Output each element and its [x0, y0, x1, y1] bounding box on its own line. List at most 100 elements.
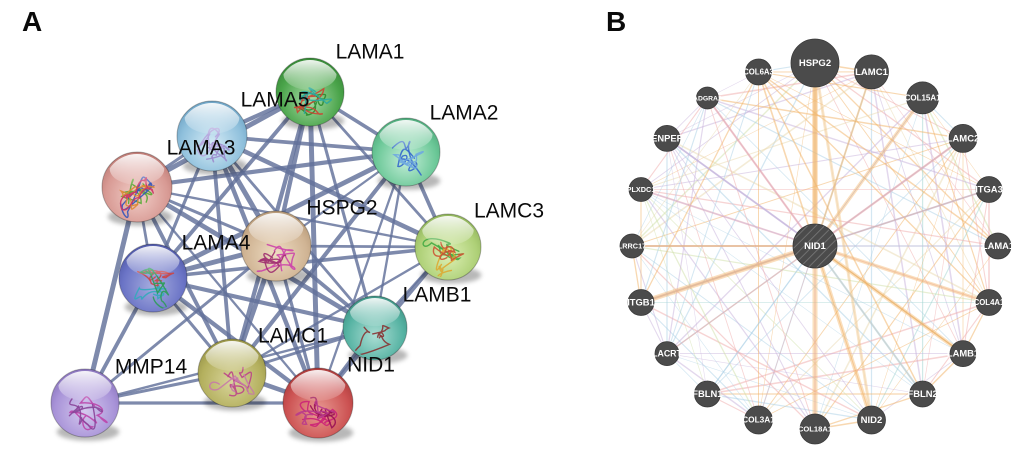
node-gloss [58, 371, 112, 401]
gene-node-LAMA1[interactable]: LAMA1 [982, 232, 1014, 260]
gene-node-LAMC1[interactable]: LAMC1 [854, 54, 889, 90]
gene-node-ENPEP[interactable]: ENPEP [651, 124, 683, 152]
node-label-LAMA1: LAMA1 [982, 240, 1014, 251]
edge [758, 302, 990, 421]
panel-a-labels: LAMA1 LAMA5 LAMA2 LAMA3 HSPG2 LAMC3 LAMA4 LAMB1… [115, 41, 544, 379]
node-gloss [379, 120, 433, 150]
edge [814, 245, 990, 304]
edge [757, 71, 924, 99]
edge [814, 62, 999, 247]
node-gloss [283, 60, 337, 90]
edge [666, 137, 816, 430]
edge [706, 352, 964, 395]
protein-node-LAMA3[interactable] [101, 151, 173, 226]
node-label-LAMC3: LAMC3 [474, 200, 544, 223]
edge [962, 137, 990, 304]
edge [921, 97, 999, 247]
gene-node-COL3A1[interactable]: COL3A1 [742, 405, 775, 435]
edge [666, 97, 924, 355]
edge [706, 137, 964, 395]
gene-node-LRRC17[interactable]: LRRC17 [618, 233, 646, 259]
gene-node-HSPG2[interactable]: HSPG2 [790, 38, 840, 88]
gene-node-PLXDC1[interactable]: PLXDC1 [627, 177, 656, 202]
node-label-HSPG2: HSPG2 [799, 58, 831, 69]
panel-b-letter: B [606, 6, 627, 37]
node-label-HSPG2: HSPG2 [306, 197, 377, 220]
protein-node-LAMB1[interactable] [342, 295, 408, 364]
protein-node-HSPG2[interactable] [240, 210, 312, 285]
node-gloss [290, 370, 346, 401]
gene-node-FBLN1[interactable]: FBLN1 [692, 380, 723, 408]
node-circle [975, 176, 1003, 203]
edge [631, 62, 816, 247]
node-circle [909, 380, 937, 408]
edge [922, 138, 964, 395]
edge [814, 70, 873, 247]
protein-node-NID1[interactable] [282, 367, 354, 442]
gene-node-LAMC2[interactable]: LAMC2 [947, 123, 980, 153]
protein-node-LAMA4[interactable] [118, 243, 188, 316]
edge [706, 71, 873, 99]
node-label-LAMA2: LAMA2 [430, 102, 499, 125]
node-label-NID1: NID1 [347, 354, 395, 377]
node-circle [745, 58, 772, 86]
edge [640, 188, 816, 247]
edge [706, 245, 816, 395]
edge-LAMA1-LAMB1 [308, 90, 377, 330]
protein-node-LAMA1[interactable] [275, 57, 345, 130]
panel-b-circular-network: HSPG2 LAMC1 COL15A1 LAMC2 ITGA3 LAMA1 COL4A1 LA… [618, 38, 1014, 445]
edge [666, 97, 709, 355]
edge [814, 62, 872, 421]
gene-node-ITGB1[interactable]: ITGB1 [627, 289, 655, 316]
edge [706, 96, 817, 248]
protein-node-MMP14[interactable] [50, 368, 120, 441]
gene-node-LAMB1[interactable]: LAMB1 [947, 340, 979, 368]
node-gloss [350, 298, 400, 327]
edge [758, 245, 816, 421]
edge [813, 244, 924, 396]
node-circle [799, 413, 831, 445]
gene-node-COL6A3[interactable]: COL6A3 [743, 58, 775, 86]
edge [814, 62, 964, 139]
node-circle [694, 380, 721, 408]
edge [758, 62, 816, 421]
node-gloss [184, 103, 240, 134]
gene-node-COL4A1[interactable]: COL4A1 [974, 289, 1005, 316]
node-label-ITGB1: ITGB1 [627, 296, 655, 307]
node-circle [696, 86, 719, 110]
gene-node-LACRT[interactable]: LACRT [652, 341, 683, 367]
edge-highlight-NID1-LAMB1 [813, 244, 965, 356]
protein-node-LAMA2[interactable] [371, 117, 441, 190]
edge [706, 97, 964, 140]
edge [757, 71, 816, 247]
edge-highlight-NID1-NID2 [813, 244, 874, 422]
node-label-LAMC1: LAMC1 [258, 325, 328, 348]
edge-highlight-HSPG2-NID2 [813, 61, 873, 422]
edge [639, 244, 817, 304]
edge [814, 188, 990, 247]
node-label-COL15A1: COL15A1 [905, 94, 942, 103]
edge [962, 188, 990, 355]
edge-LAMA2-LAMA3 [134, 149, 409, 190]
protein-node-LAMA5[interactable] [176, 100, 248, 175]
node-circle [790, 38, 840, 88]
edge [921, 97, 964, 355]
protein-node-LAMC3[interactable] [414, 213, 482, 284]
edge [814, 137, 964, 430]
gene-node-COL15A1[interactable]: COL15A1 [905, 81, 942, 115]
node-label-LACRT: LACRT [652, 348, 682, 358]
gene-node-NID2[interactable]: NID2 [857, 405, 886, 435]
node-gloss [248, 213, 304, 244]
edge-LAMA2-NID1 [316, 150, 408, 405]
protein-structure-glyph [209, 366, 255, 397]
edge [640, 189, 872, 421]
gene-node-ADGRA2[interactable]: ADGRA2 [693, 86, 722, 110]
edge [666, 137, 990, 304]
edge [758, 71, 990, 190]
protein-node-LAMC1[interactable] [197, 338, 267, 411]
gene-node-ITGA3[interactable]: ITGA3 [975, 176, 1003, 203]
gene-node-FBLN2[interactable]: FBLN2 [907, 380, 938, 408]
gene-node-COL18A1[interactable]: COL18A1 [798, 413, 833, 445]
gene-node-NID1[interactable]: NID1 [792, 223, 838, 269]
